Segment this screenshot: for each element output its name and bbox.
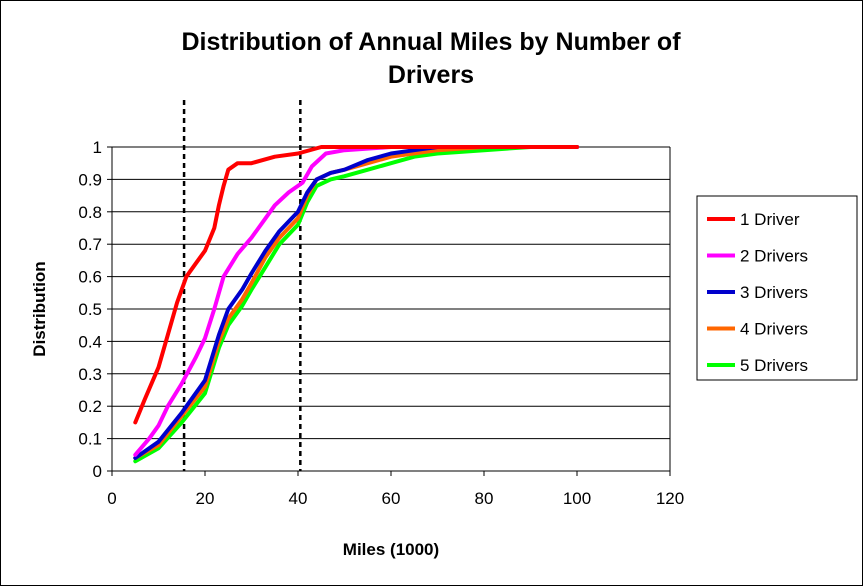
legend-label: 1 Driver (740, 210, 800, 229)
y-tick-label: 0.5 (78, 300, 102, 319)
y-tick-label: 0.7 (78, 235, 102, 254)
gridlines (112, 146, 670, 440)
y-tick-label: 0.2 (78, 397, 102, 416)
legend-label: 2 Drivers (740, 247, 808, 266)
x-tick-label: 100 (563, 489, 591, 508)
x-tick-label: 40 (289, 489, 308, 508)
series-line-1 (133, 145, 579, 425)
y-tick-label: 0.4 (78, 332, 102, 351)
series-line-2 (133, 145, 579, 457)
chart-title-line2: Drivers (388, 61, 474, 89)
x-axis-label: Miles (1000) (343, 540, 439, 559)
legend-label: 5 Drivers (740, 356, 808, 375)
x-tick-label: 0 (107, 489, 116, 508)
y-tick-label: 1 (93, 138, 102, 157)
x-tick-label: 20 (196, 489, 215, 508)
y-tick-label: 0.8 (78, 203, 102, 222)
y-tick-label: 0.1 (78, 430, 102, 449)
legend-label: 3 Drivers (740, 283, 808, 302)
legend: 1 Driver 2 Drivers 3 Drivers 4 Drivers 5 Dri… (696, 195, 858, 381)
y-axis-label: Distribution (30, 261, 49, 356)
x-tick-label: 120 (656, 489, 684, 508)
series-lines (133, 145, 579, 464)
y-tick-label: 0 (93, 462, 102, 481)
y-tick-label: 0.3 (78, 365, 102, 384)
x-tick-labels: 0 20 40 60 80 100 120 (107, 471, 684, 508)
legend-box (696, 195, 858, 381)
series-line-3 (133, 145, 579, 460)
y-tick-label: 0.6 (78, 268, 102, 287)
x-tick-label: 60 (382, 489, 401, 508)
y-tick-labels: 0 0.1 0.2 0.3 0.4 0.5 0.6 0.7 0.8 0.9 1 (78, 138, 112, 481)
chart-title-line1: Distribution of Annual Miles by Number o… (181, 28, 681, 56)
y-tick-label: 0.9 (78, 170, 102, 189)
x-tick-label: 80 (475, 489, 494, 508)
legend-label: 4 Drivers (740, 320, 808, 339)
